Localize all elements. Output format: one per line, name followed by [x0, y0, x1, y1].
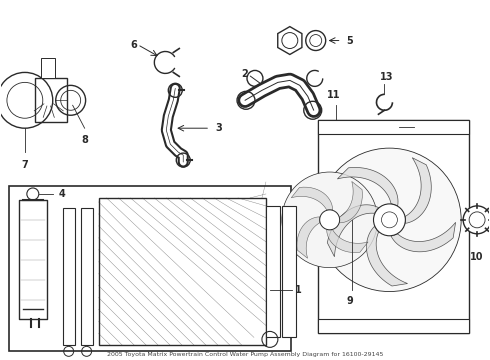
Text: 10: 10 [470, 252, 484, 262]
Polygon shape [278, 27, 302, 54]
Bar [19, 200, 47, 319]
Text: 6: 6 [131, 40, 137, 50]
Polygon shape [391, 222, 456, 252]
Text: 4: 4 [59, 189, 66, 199]
Circle shape [373, 204, 405, 236]
Circle shape [319, 210, 340, 230]
Text: 8: 8 [81, 135, 88, 145]
Bar [318, 120, 469, 134]
Text: 5: 5 [346, 36, 353, 46]
Polygon shape [367, 226, 408, 286]
Circle shape [463, 206, 490, 234]
Bar [9, 186, 291, 351]
Text: 1: 1 [295, 284, 301, 294]
Text: 11: 11 [327, 90, 341, 100]
Text: 3: 3 [215, 123, 222, 133]
Circle shape [282, 172, 377, 268]
Bar [35, 78, 67, 122]
Bar [41, 58, 55, 78]
Bar [63, 208, 74, 345]
Polygon shape [405, 158, 431, 223]
Polygon shape [327, 230, 368, 253]
Bar [282, 206, 296, 337]
Bar [318, 319, 469, 333]
Polygon shape [340, 181, 363, 223]
Bar [81, 208, 93, 345]
Polygon shape [297, 217, 319, 258]
Polygon shape [337, 167, 398, 206]
Text: 13: 13 [380, 72, 393, 82]
Bar [98, 198, 266, 345]
Polygon shape [327, 205, 379, 257]
Text: 9: 9 [346, 296, 353, 306]
Text: 12: 12 [419, 122, 433, 132]
Polygon shape [291, 187, 333, 210]
Text: 2: 2 [241, 69, 248, 80]
Text: 2005 Toyota Matrix Powertrain Control Water Pump Assembly Diagram for 16100-2914: 2005 Toyota Matrix Powertrain Control Wa… [107, 352, 383, 357]
Bar [266, 206, 280, 337]
Text: 7: 7 [22, 160, 28, 170]
Circle shape [318, 148, 461, 292]
Bar [318, 120, 469, 333]
